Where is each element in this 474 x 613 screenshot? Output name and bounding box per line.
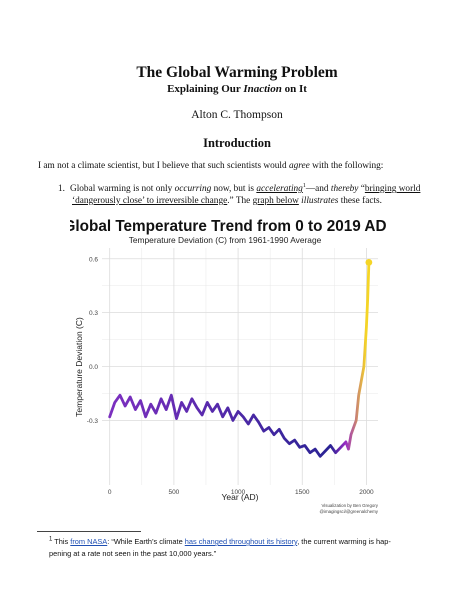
chart-attribution-line1: Visualization by Ben Gregory bbox=[321, 503, 378, 508]
para-text: I am not a climate scientist, but I beli… bbox=[38, 161, 289, 171]
footnote-text: : “While Earth’s climate bbox=[107, 537, 185, 546]
x-tick-label: 500 bbox=[168, 489, 179, 496]
footnote-text: This bbox=[52, 537, 71, 546]
accelerating-link[interactable]: accelerating bbox=[256, 184, 303, 194]
list-number: 1. bbox=[58, 184, 65, 194]
list-item-1-continued: ‘dangerously close’ to irreversible chan… bbox=[72, 195, 382, 208]
x-tick-label: 0 bbox=[108, 489, 112, 496]
irreversible-change-link[interactable]: bringing world bbox=[364, 184, 421, 194]
subtitle-emphasis: Inaction bbox=[243, 83, 282, 95]
footnote-text: , the current warming is hap- bbox=[297, 537, 391, 546]
list-item-1: 1. Global warming is not only occurring n… bbox=[58, 183, 420, 196]
list-emphasis: illustrates bbox=[301, 196, 339, 206]
y-tick-label: -0.3 bbox=[87, 418, 99, 425]
irreversible-change-link-continued[interactable]: ‘dangerously close’ to irreversible chan… bbox=[72, 196, 228, 206]
list-text: .” The bbox=[227, 196, 253, 206]
list-text: —and bbox=[305, 184, 331, 194]
chart-subtitle: Temperature Deviation (C) from 1961-1990… bbox=[129, 235, 322, 245]
list-text: Global warming is not only bbox=[69, 184, 175, 194]
y-axis-label: Temperature Deviation (C) bbox=[74, 317, 84, 417]
section-heading: Introduction bbox=[203, 136, 271, 150]
climate-history-link[interactable]: has changed throughout its history bbox=[184, 537, 298, 546]
chart-attribution-line2: @imagingsci/@greenalchemy bbox=[320, 509, 379, 514]
y-tick-label: 0.6 bbox=[89, 256, 98, 263]
x-tick-label: 1500 bbox=[295, 489, 310, 496]
x-tick-label: 2000 bbox=[359, 489, 374, 496]
list-emphasis: thereby bbox=[330, 184, 359, 194]
axis-ticks: -0.3 0.0 0.3 0.6 0 500 1000 1500 2000 bbox=[87, 256, 374, 496]
subtitle-text-a: Explaining Our bbox=[167, 83, 244, 95]
y-tick-label: 0.3 bbox=[89, 310, 98, 317]
latest-value-point bbox=[365, 258, 373, 266]
temperature-chart: Global Temperature Trend from 0 to 2019 … bbox=[70, 218, 387, 514]
list-text: now, but is bbox=[211, 184, 257, 194]
nasa-link[interactable]: from NASA bbox=[70, 537, 108, 546]
list-emphasis: occurring bbox=[174, 184, 212, 194]
y-tick-label: 0.0 bbox=[89, 364, 98, 371]
x-axis-label: Year (AD) bbox=[221, 492, 258, 502]
temperature-series-line bbox=[108, 261, 371, 458]
chart-title: Global Temperature Trend from 0 to 2019 … bbox=[70, 218, 387, 235]
author-name: Alton C. Thompson bbox=[191, 109, 283, 121]
grid-lines bbox=[102, 248, 378, 485]
footnote-ref[interactable]: 1 bbox=[302, 182, 306, 189]
intro-paragraph: I am not a climate scientist, but I beli… bbox=[38, 160, 383, 173]
para-text: with the following: bbox=[309, 161, 384, 171]
footnote-1: 1 This from NASA: “While Earth’s climate… bbox=[49, 536, 391, 548]
document-title: The Global Warming Problem bbox=[136, 64, 338, 81]
footnote-divider bbox=[37, 531, 141, 532]
footnote-number: 1 bbox=[49, 536, 53, 543]
graph-below-link[interactable]: graph below bbox=[252, 196, 299, 206]
subtitle-text-b: on It bbox=[281, 83, 307, 95]
x-tick-label: 1000 bbox=[231, 489, 246, 496]
document-subtitle: Explaining Our Inaction on It bbox=[0, 83, 474, 95]
footnote-1-continued: pening at a rate not seen in the past 10… bbox=[49, 549, 217, 558]
para-emphasis: agree bbox=[288, 161, 310, 171]
list-text: these facts. bbox=[338, 196, 382, 206]
list-text: “ bbox=[358, 184, 365, 194]
